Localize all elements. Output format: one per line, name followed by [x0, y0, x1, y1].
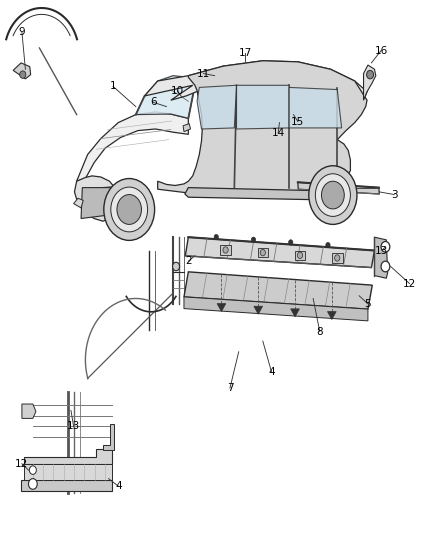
Text: 13: 13 — [375, 246, 389, 255]
Polygon shape — [136, 76, 195, 118]
Text: 7: 7 — [226, 383, 233, 393]
Circle shape — [381, 241, 390, 252]
Polygon shape — [237, 85, 289, 129]
Polygon shape — [184, 297, 368, 321]
Text: 5: 5 — [364, 299, 371, 309]
Text: 13: 13 — [67, 422, 80, 431]
Text: 17: 17 — [239, 49, 252, 58]
Polygon shape — [291, 309, 300, 317]
Text: 14: 14 — [272, 128, 285, 138]
Polygon shape — [184, 272, 372, 309]
Polygon shape — [21, 480, 112, 491]
Circle shape — [321, 181, 344, 209]
Circle shape — [335, 255, 340, 261]
Circle shape — [297, 252, 303, 259]
Circle shape — [309, 166, 357, 224]
Polygon shape — [328, 311, 336, 319]
Polygon shape — [217, 304, 226, 311]
Circle shape — [28, 479, 37, 489]
Circle shape — [381, 261, 390, 272]
Circle shape — [104, 179, 155, 240]
Circle shape — [173, 262, 180, 271]
Polygon shape — [77, 112, 188, 181]
Text: 1: 1 — [110, 82, 117, 91]
Circle shape — [214, 235, 219, 240]
Circle shape — [326, 243, 330, 248]
Polygon shape — [22, 404, 36, 418]
Polygon shape — [183, 124, 191, 132]
Circle shape — [111, 187, 148, 232]
Polygon shape — [81, 188, 116, 219]
Text: 8: 8 — [316, 327, 323, 336]
Polygon shape — [374, 237, 388, 278]
Polygon shape — [74, 198, 83, 208]
Text: 6: 6 — [150, 98, 157, 107]
Text: 4: 4 — [115, 481, 122, 491]
Polygon shape — [145, 61, 367, 100]
Text: 4: 4 — [268, 367, 275, 377]
Text: 10: 10 — [171, 86, 184, 95]
Text: 9: 9 — [18, 27, 25, 37]
Circle shape — [20, 71, 26, 78]
Text: 16: 16 — [374, 46, 388, 55]
Polygon shape — [254, 306, 263, 314]
Polygon shape — [24, 449, 112, 464]
Polygon shape — [185, 237, 374, 268]
Text: 2: 2 — [185, 256, 192, 266]
Text: 12: 12 — [15, 459, 28, 469]
Circle shape — [223, 247, 228, 253]
Polygon shape — [74, 176, 118, 221]
Circle shape — [315, 174, 350, 216]
Polygon shape — [220, 245, 231, 255]
Circle shape — [251, 237, 256, 243]
Text: 15: 15 — [291, 117, 304, 126]
Polygon shape — [298, 182, 379, 194]
Circle shape — [117, 195, 141, 224]
Polygon shape — [13, 63, 31, 79]
Circle shape — [260, 249, 265, 256]
Text: 11: 11 — [197, 69, 210, 78]
Polygon shape — [24, 464, 112, 480]
Circle shape — [29, 466, 36, 474]
Polygon shape — [332, 253, 343, 263]
Polygon shape — [197, 85, 237, 129]
Text: 3: 3 — [391, 190, 398, 199]
Polygon shape — [364, 65, 376, 100]
Polygon shape — [158, 61, 367, 195]
Polygon shape — [185, 188, 328, 200]
Polygon shape — [258, 248, 268, 257]
Polygon shape — [103, 424, 114, 450]
Polygon shape — [289, 87, 342, 128]
Text: 12: 12 — [403, 279, 416, 288]
Polygon shape — [295, 251, 305, 260]
Circle shape — [289, 240, 293, 245]
Circle shape — [367, 70, 374, 79]
